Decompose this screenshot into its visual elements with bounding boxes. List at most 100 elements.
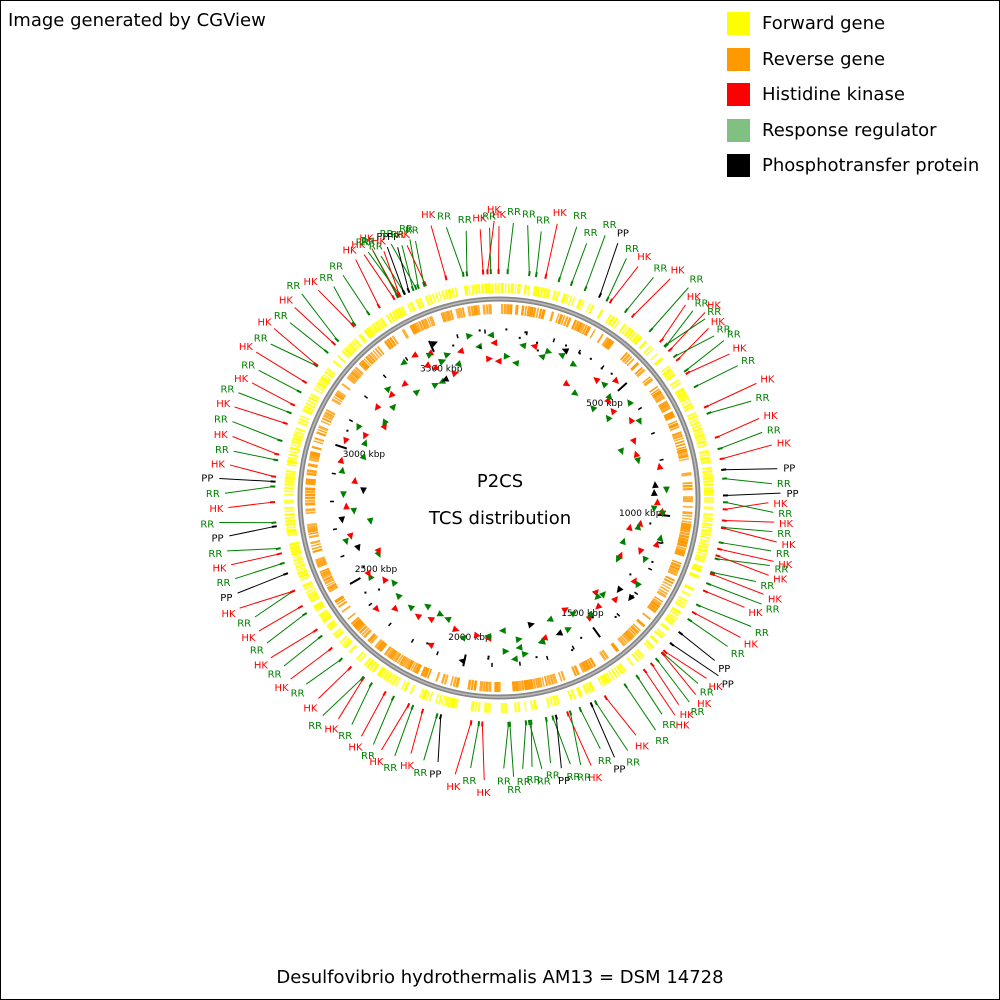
gene-label: HK: [211, 459, 226, 470]
reverse-gene: [374, 347, 383, 357]
gene-label: HK: [359, 234, 374, 245]
reverse-gene: [307, 527, 319, 534]
reverse-gene: [669, 425, 680, 432]
forward-gene: [605, 672, 613, 682]
tcs-feature: [561, 607, 569, 614]
label-line: [232, 436, 278, 455]
reverse-gene: [668, 422, 679, 430]
tcs-feature: [351, 476, 358, 485]
label-line: [372, 251, 398, 297]
ruler-minor-tick: [388, 622, 392, 627]
forward-gene: [666, 373, 676, 382]
forward-gene: [308, 592, 319, 601]
reverse-gene: [305, 508, 316, 512]
reverse-gene: [678, 536, 689, 542]
forward-gene: [523, 701, 527, 712]
forward-gene: [288, 541, 300, 547]
tcs-feature: [485, 355, 494, 363]
inner-dot: [478, 329, 481, 332]
tcs-feature: [601, 381, 609, 389]
gene-label: HK: [777, 439, 792, 450]
gene-label: HK: [369, 757, 384, 768]
forward-gene: [284, 512, 295, 517]
label-line: [454, 722, 472, 775]
label-line: [394, 706, 414, 757]
gene-marker: [605, 296, 610, 302]
label-line: [724, 478, 772, 485]
tcs-feature: [427, 642, 435, 649]
reverse-gene: [674, 550, 685, 557]
tcs-feature: [605, 392, 613, 401]
tcs-feature: [452, 625, 460, 633]
gene-label: HK: [768, 594, 783, 605]
reverse-gene: [350, 616, 360, 625]
forward-gene: [481, 283, 484, 294]
tcs-feature: [627, 399, 634, 407]
label-line: [697, 604, 752, 627]
gene-label: RR: [527, 775, 541, 786]
gene-label: RR: [338, 731, 352, 742]
forward-gene: [293, 556, 304, 563]
reverse-gene: [532, 307, 537, 318]
tcs-feature: [430, 341, 438, 348]
label-line: [430, 225, 447, 279]
tcs-feature: [628, 593, 635, 602]
label-line: [270, 343, 317, 366]
gene-marker: [397, 291, 402, 298]
label-line: [338, 678, 364, 720]
reverse-gene: [363, 358, 372, 367]
label-line: [610, 266, 639, 302]
label-line: [704, 590, 745, 608]
gene-label: HK: [773, 575, 788, 586]
ruler-minor-tick: [545, 655, 549, 661]
gene-label: RR: [507, 207, 521, 218]
label-line: [717, 555, 769, 576]
gene-marker: [557, 276, 561, 283]
reverse-gene: [653, 596, 664, 603]
reverse-gene: [389, 336, 397, 347]
reverse-gene: [391, 335, 399, 345]
reverse-gene: [675, 547, 686, 554]
gene-marker: [347, 665, 353, 671]
tcs-feature: [490, 339, 498, 347]
reverse-gene: [367, 633, 377, 643]
gene-label: RR: [237, 618, 251, 629]
tcs-feature: [342, 537, 349, 546]
gene-label: RR: [537, 777, 551, 788]
forward-gene: [310, 595, 320, 603]
label-line: [723, 468, 778, 471]
label-line: [486, 220, 495, 273]
label-line: [545, 718, 552, 764]
reverse-gene: [473, 680, 478, 691]
ruler-minor-tick: [368, 602, 373, 607]
gene-label: RR: [741, 356, 755, 367]
forward-gene: [334, 630, 345, 639]
reverse-gene: [372, 350, 381, 359]
reverse-gene: [538, 308, 543, 319]
label-line: [283, 636, 321, 667]
reverse-gene: [636, 618, 646, 628]
forward-gene: [626, 657, 635, 667]
inner-dot: [378, 588, 381, 591]
reverse-gene: [601, 649, 610, 660]
ruler-tick: [335, 443, 348, 450]
label-line: [685, 340, 725, 372]
forward-gene: [343, 347, 353, 357]
gene-marker: [390, 695, 396, 701]
forward-gene: [674, 601, 685, 609]
forward-gene: [605, 314, 613, 324]
reverse-gene: [320, 569, 331, 577]
label-line: [414, 240, 425, 285]
tcs-feature: [431, 382, 439, 390]
gene-marker: [323, 349, 329, 354]
reverse-gene: [310, 539, 321, 545]
tcs-feature: [364, 569, 371, 578]
reverse-gene: [423, 667, 431, 678]
forward-gene: [633, 335, 643, 346]
reverse-gene: [317, 561, 328, 568]
gene-label: RR: [208, 549, 222, 560]
forward-gene: [286, 459, 298, 465]
label-line: [294, 307, 335, 344]
ruler-minor-tick: [340, 554, 345, 558]
forward-gene: [535, 286, 541, 297]
